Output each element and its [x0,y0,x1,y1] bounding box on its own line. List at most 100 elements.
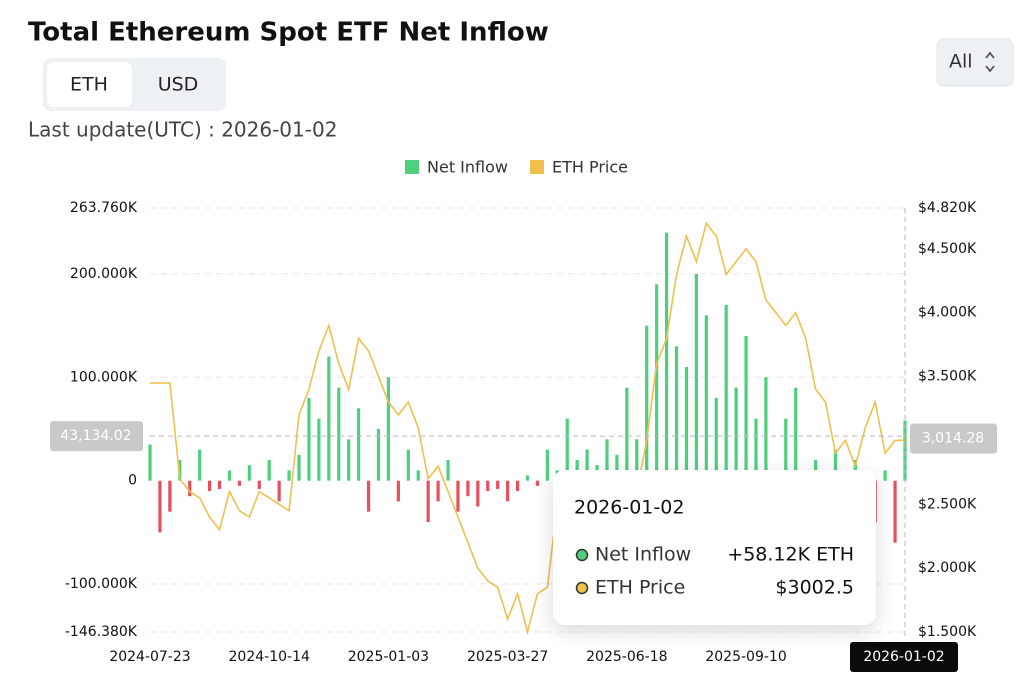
bar [436,480,440,502]
tooltip-value: $3002.5 [775,577,854,599]
x-tick-label: 2025-03-27 [467,649,548,665]
bar [237,480,242,486]
x-tick-label: 2024-10-14 [229,649,310,665]
bar [168,480,172,512]
bar [645,325,649,481]
bar [714,397,718,481]
y-tick-label: 263.760K [70,200,138,216]
bar [456,480,460,512]
bar [198,449,202,481]
crosshair-label-box [50,421,143,452]
bar [565,418,569,481]
bar [208,480,212,492]
bar [277,480,281,502]
bar [357,408,361,481]
bar [396,480,400,502]
legend-swatch [405,160,419,174]
bar [605,439,609,481]
bar [178,459,182,481]
range-label[interactable]: All [949,51,973,73]
bar [535,480,540,486]
y2-tick-label: $3.500K [918,369,977,385]
range-select[interactable] [936,38,1014,87]
bar [466,480,470,497]
bar [188,480,192,497]
bar [337,387,341,481]
bar [883,470,887,481]
bar [515,480,520,492]
last-update: Last update(UTC) : 2026-01-02 [28,118,337,142]
toggle-usd[interactable]: USD [158,74,199,96]
bar [307,397,311,481]
bar [327,356,331,481]
bar [247,465,251,481]
bar [287,470,291,481]
bar [496,480,500,489]
bar [625,387,629,481]
date-tag [850,642,958,672]
bar [674,346,679,481]
bar [635,439,639,481]
date-tag-label: 2026-01-02 [863,649,944,665]
y2-tick-label: $2.000K [918,560,977,576]
bar [148,444,152,481]
tooltip-value: +58.12K ETH [727,544,854,566]
y2-tick-label: $2.500K [918,496,977,512]
bar [684,366,689,481]
legend-swatch [529,160,544,174]
x-tick-label: 2025-09-10 [705,649,786,665]
y-tick-label: -100.000K [65,576,138,592]
bar [317,418,321,481]
bar [744,335,748,481]
y-tick-label: 200.000K [70,266,138,282]
tooltip [553,470,876,625]
bar [416,470,420,481]
toggle-eth[interactable]: ETH [70,74,108,96]
tooltip-date: 2026-01-02 [574,497,684,519]
bar [794,387,798,481]
toggle-active[interactable] [47,62,132,107]
bar [734,387,738,481]
bar [724,304,728,481]
legend-label: Net Inflow [427,158,508,177]
bar [893,480,897,543]
y2-tick-label: $1.500K [918,624,977,640]
bar [655,284,659,481]
bar [366,480,371,512]
bar [376,428,381,481]
y-tick-label: 100.000K [70,369,138,385]
bar [615,454,619,481]
tooltip-name: ETH Price [595,577,685,599]
y2-tick-label: $4.500K [918,241,977,257]
bar [585,449,589,481]
legend-label: ETH Price [552,158,628,177]
y2-tick-label: $4.000K [918,305,977,321]
bar [664,232,669,481]
x-tick-label: 2024-07-23 [109,649,190,665]
y-tick-label: -146.380K [65,624,138,640]
bar [754,418,758,481]
bar [158,480,162,533]
bar [486,480,490,492]
crosshair-label: 43,134.02 [60,428,131,444]
bar [545,449,549,481]
bar [426,480,430,523]
bar [257,480,261,489]
tooltip-dot [575,548,589,562]
bar [903,420,907,481]
x-tick-label: 2025-01-03 [348,649,429,665]
bar [227,470,232,481]
bar [406,449,410,481]
bar [217,480,222,489]
bar [833,449,838,481]
bar [525,475,530,481]
bar [476,480,480,507]
y2-tick-label: $4.820K [918,200,977,216]
bar [297,454,301,481]
y-tick-label: 0 [128,473,137,489]
bar [704,315,708,481]
bar [764,377,768,481]
title: Total Ethereum Spot ETF Net Inflow [28,18,549,48]
